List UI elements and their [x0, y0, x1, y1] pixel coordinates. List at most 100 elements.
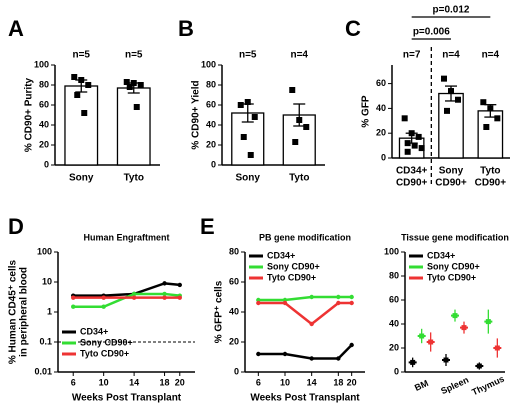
y-tick-label: 20 [376, 128, 386, 138]
x-tick-label: Spleen [439, 375, 470, 397]
y-axis-label: in peripheral blood [19, 267, 30, 357]
series-point [349, 342, 354, 348]
y-axis-label: % CD90+ Purity [24, 77, 35, 152]
y-tick-label: 20 [229, 336, 239, 346]
y-tick-label: 1 [47, 306, 52, 316]
data-point [476, 363, 482, 369]
series-point [162, 291, 167, 297]
y-tick-label: 80 [206, 79, 216, 89]
data-point [74, 92, 81, 98]
data-point [444, 107, 450, 114]
series-point [256, 300, 261, 306]
x-tick-label: 14 [307, 377, 317, 387]
y-axis-label: % GFP [361, 95, 372, 128]
panel-title: Tissue gene modification [401, 232, 509, 242]
series-point [349, 300, 354, 306]
panel-letter: B [178, 16, 194, 41]
series-point [336, 356, 341, 361]
legend-label: Tyto CD90+ [427, 272, 476, 282]
x-tick-label: 10 [280, 377, 290, 387]
series-point [256, 351, 261, 357]
data-point [251, 114, 258, 120]
data-point [401, 115, 408, 122]
series-point [336, 294, 341, 300]
panel-title: PB gene modification [259, 232, 351, 242]
data-point [133, 104, 140, 110]
series-point [177, 282, 182, 288]
y-tick-label: 60 [229, 276, 239, 286]
data-point [408, 130, 415, 137]
data-point [85, 82, 92, 88]
data-point [494, 345, 500, 351]
x-tick-label: Tyto [124, 173, 144, 184]
series-point [309, 321, 314, 327]
x-tick-label: 20 [175, 377, 185, 387]
y-tick-label: 0 [234, 366, 239, 376]
comparison-label: p=0.006 [413, 27, 450, 38]
y-tick-label: 40 [229, 306, 239, 316]
x-tick-label: CD90+ [475, 178, 507, 189]
data-point [415, 133, 422, 140]
n-label: n=7 [403, 50, 421, 61]
y-axis-label: % CD90+ Yield [191, 80, 202, 149]
data-point [292, 139, 299, 145]
y-tick-label: 80 [229, 246, 239, 256]
y-tick-label: 0 [44, 159, 49, 169]
bar [116, 87, 151, 166]
series-line [258, 301, 352, 326]
data-point [289, 87, 296, 93]
n-label: n=5 [125, 50, 143, 61]
series-point [131, 295, 137, 300]
x-tick-label: Sony [236, 173, 261, 184]
n-label: n=5 [72, 50, 90, 61]
series-point [162, 295, 167, 300]
data-point [296, 117, 303, 123]
y-tick-label: 100 [384, 246, 399, 256]
y-tick-label: 60 [206, 99, 216, 109]
data-point [240, 134, 247, 140]
data-point [404, 140, 411, 147]
series-point [282, 300, 288, 306]
x-tick-label: Sony [69, 173, 94, 184]
y-tick-label: 100 [201, 59, 216, 69]
data-point [418, 145, 425, 152]
series-point [131, 291, 137, 297]
data-point [78, 77, 85, 83]
y-tick-label: 0 [211, 159, 216, 169]
panel-letter: C [345, 16, 361, 41]
data-point [411, 142, 418, 149]
y-tick-label: 40 [39, 119, 49, 129]
data-point [452, 313, 458, 319]
x-tick-label: Tyto [480, 166, 500, 177]
y-tick-label: 10 [42, 276, 52, 286]
bar [64, 85, 99, 166]
x-tick-label: BM [413, 378, 430, 393]
y-tick-label: 0.1 [39, 336, 52, 346]
series-point [336, 300, 341, 306]
data-point [123, 79, 130, 85]
series-point [71, 295, 76, 300]
data-point [130, 80, 137, 86]
x-tick-label: CD34+ [396, 166, 428, 177]
y-tick-label: 40 [206, 119, 216, 129]
y-tick-label: 60 [39, 99, 49, 109]
n-label: n=4 [290, 50, 308, 61]
legend-label: Tyto CD90+ [267, 272, 316, 282]
panel-letter: E [200, 214, 215, 239]
legend-label: CD34+ [80, 326, 108, 336]
y-tick-label: 40 [389, 318, 399, 328]
series-point [309, 294, 314, 300]
x-tick-label: CD90+ [435, 178, 467, 189]
y-tick-label: 40 [376, 103, 386, 113]
legend-label: Sony CD90+ [80, 337, 133, 347]
legend-label: Sony CD90+ [427, 261, 480, 271]
x-tick-label: 10 [99, 377, 109, 387]
series-point [101, 295, 106, 300]
data-point [441, 75, 447, 82]
x-tick-label: 18 [160, 377, 170, 387]
data-point [455, 96, 461, 103]
y-tick-label: 20 [39, 139, 49, 149]
data-point [443, 357, 449, 363]
data-point [303, 124, 310, 130]
